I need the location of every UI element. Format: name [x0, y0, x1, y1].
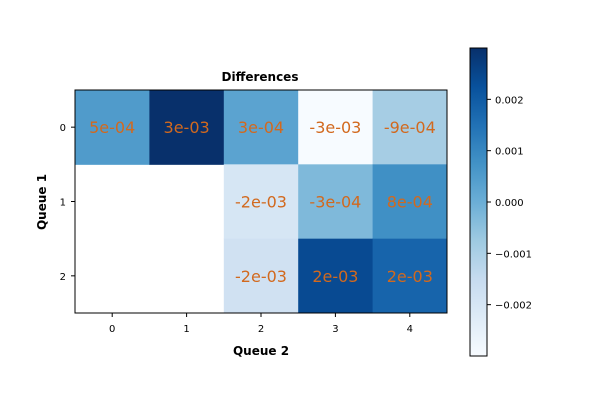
cell-value-label: -9e-04	[384, 118, 436, 137]
chart-title: Differences	[222, 70, 299, 84]
y-tick-label: 0	[60, 123, 66, 134]
cell-value-label: -3e-04	[309, 193, 361, 212]
heatmap-cell	[75, 90, 150, 165]
x-tick-label: 1	[183, 324, 189, 335]
heatmap-cell	[298, 164, 374, 240]
colorbar-tick-label: 0.002	[495, 95, 524, 106]
cell-value-label: -3e-03	[309, 118, 361, 137]
heatmap-cell	[372, 238, 448, 314]
heatmap-cell	[223, 238, 299, 314]
heatmap-cell	[372, 164, 448, 240]
cell-value-label: 3e-04	[238, 118, 284, 137]
colorbar-tick-label: −0.001	[495, 249, 532, 260]
x-axis-ticks: 0 1 2 3 4	[109, 313, 413, 335]
heatmap-cell	[298, 238, 374, 314]
heatmap-cell	[223, 90, 299, 165]
x-axis-label: Queue 2	[233, 344, 289, 358]
y-tick-label: 2	[60, 272, 66, 283]
cell-value-label: 2e-03	[387, 267, 433, 286]
cell-value-label: -2e-03	[235, 193, 287, 212]
cell-value-label: 3e-03	[164, 118, 210, 137]
colorbar	[469, 47, 488, 357]
cell-value-label: 5e-04	[89, 118, 135, 137]
colorbar-tick-label: 0.000	[495, 198, 524, 209]
heatmap-cell	[149, 90, 225, 165]
heatmap-cell	[298, 90, 374, 165]
x-tick-label: 2	[258, 324, 264, 335]
x-tick-label: 0	[109, 324, 115, 335]
heatmap-cells	[75, 90, 448, 314]
x-tick-label: 3	[332, 324, 338, 335]
cell-value-label: -2e-03	[235, 267, 287, 286]
colorbar-tick-label: 0.001	[495, 147, 524, 158]
y-axis-label: Queue 1	[35, 174, 49, 230]
cell-labels: 5e-04 3e-03 3e-04 -3e-03 -9e-04 -2e-03 -3e-04 8…	[89, 118, 436, 286]
y-axis-ticks: 0 1 2	[60, 123, 75, 283]
cell-value-label: 2e-03	[312, 267, 358, 286]
colorbar-ticks: 0.002 0.001 0.000 −0.001 −0.002	[487, 95, 532, 312]
x-tick-label: 4	[407, 324, 413, 335]
colorbar-tick-label: −0.002	[495, 301, 532, 312]
cell-value-label: 8e-04	[387, 193, 433, 212]
heatmap-cell	[223, 164, 299, 240]
heatmap-cell	[372, 90, 448, 165]
y-tick-label: 1	[60, 198, 66, 209]
